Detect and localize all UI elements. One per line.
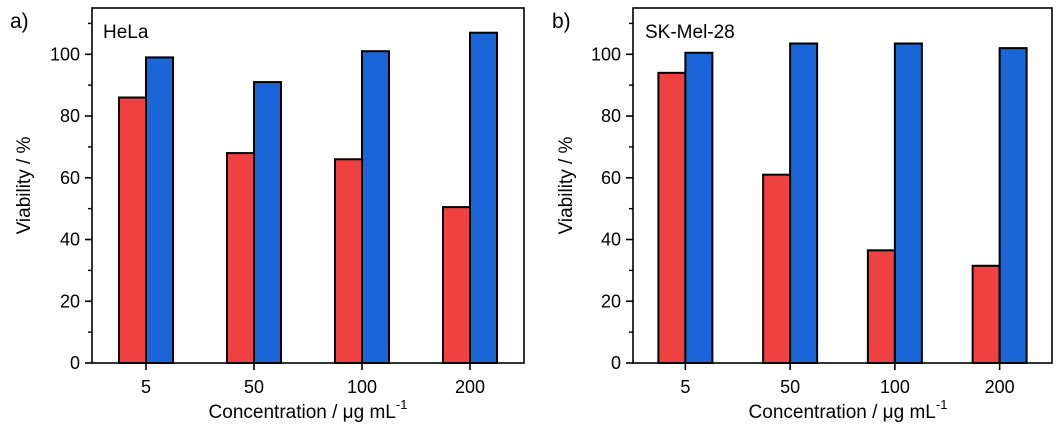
x-tick-label: 200 bbox=[985, 377, 1015, 397]
y-tick-label: 60 bbox=[601, 168, 621, 188]
bar-series1-5 bbox=[657, 71, 687, 365]
bar-series2-100 bbox=[893, 42, 923, 364]
x-tick-label: 5 bbox=[680, 377, 690, 397]
bar-series2-50 bbox=[253, 81, 282, 365]
y-tick-label: 0 bbox=[611, 353, 621, 373]
bar-series1-200 bbox=[971, 264, 1001, 364]
x-tick-label: 100 bbox=[347, 377, 377, 397]
plot-frame bbox=[632, 7, 1053, 364]
chart-panel-2: 0 20 40 60 80 100 5 50 100 200 Viability / % Concen… bbox=[552, 7, 1053, 423]
bar-series2-200 bbox=[998, 47, 1028, 365]
bar-series1-50 bbox=[762, 173, 792, 364]
panel-label: a) bbox=[10, 10, 29, 33]
bar-series1-50 bbox=[226, 152, 255, 364]
plot-frame bbox=[91, 7, 525, 364]
y-tick-label: 40 bbox=[60, 230, 80, 250]
bar-series2-50 bbox=[789, 42, 819, 364]
y-tick-label: 0 bbox=[70, 353, 80, 373]
y-tick-label: 80 bbox=[601, 106, 621, 126]
y-axis-title: Viability / % bbox=[556, 136, 577, 234]
panel-title: HeLa bbox=[103, 22, 149, 43]
x-tick-label: 50 bbox=[244, 377, 264, 397]
bar-series1-100 bbox=[334, 158, 363, 364]
x-tick-label: 200 bbox=[455, 377, 485, 397]
bar-series1-100 bbox=[866, 249, 896, 364]
x-tick-label: 5 bbox=[141, 377, 151, 397]
y-tick-label: 20 bbox=[60, 291, 80, 311]
bar-series1-5 bbox=[118, 96, 147, 365]
y-tick-label: 100 bbox=[50, 44, 80, 64]
y-tick-label: 100 bbox=[591, 44, 621, 64]
x-axis-title: Concentration / μg mL-1 bbox=[749, 397, 948, 423]
panel-label: b) bbox=[552, 10, 571, 33]
y-tick-label: 20 bbox=[601, 291, 621, 311]
bar-series2-100 bbox=[361, 50, 390, 365]
y-tick-label: 40 bbox=[601, 230, 621, 250]
x-tick-label: 100 bbox=[880, 377, 910, 397]
chart-panel-1: 0 20 40 60 80 100 5 50 100 200 Viability / % Concen… bbox=[10, 7, 525, 423]
bar-series2-5 bbox=[684, 51, 714, 365]
y-tick-label: 80 bbox=[60, 106, 80, 126]
bar-series1-200 bbox=[442, 206, 471, 364]
y-axis-title: Viability / % bbox=[14, 136, 35, 234]
x-tick-label: 50 bbox=[780, 377, 800, 397]
bar-series2-5 bbox=[145, 56, 174, 365]
panel-title: SK-Mel-28 bbox=[645, 22, 735, 43]
y-tick-label: 60 bbox=[60, 168, 80, 188]
x-axis-title: Concentration / μg mL-1 bbox=[209, 397, 408, 423]
bar-series2-200 bbox=[469, 31, 498, 365]
